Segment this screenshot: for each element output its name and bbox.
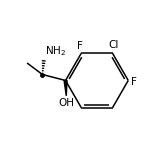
Text: F: F: [77, 41, 83, 51]
Text: F: F: [131, 77, 137, 87]
Text: Cl: Cl: [108, 40, 119, 50]
Text: NH$_2$: NH$_2$: [45, 45, 66, 58]
Text: OH: OH: [58, 98, 74, 108]
Polygon shape: [64, 80, 67, 96]
